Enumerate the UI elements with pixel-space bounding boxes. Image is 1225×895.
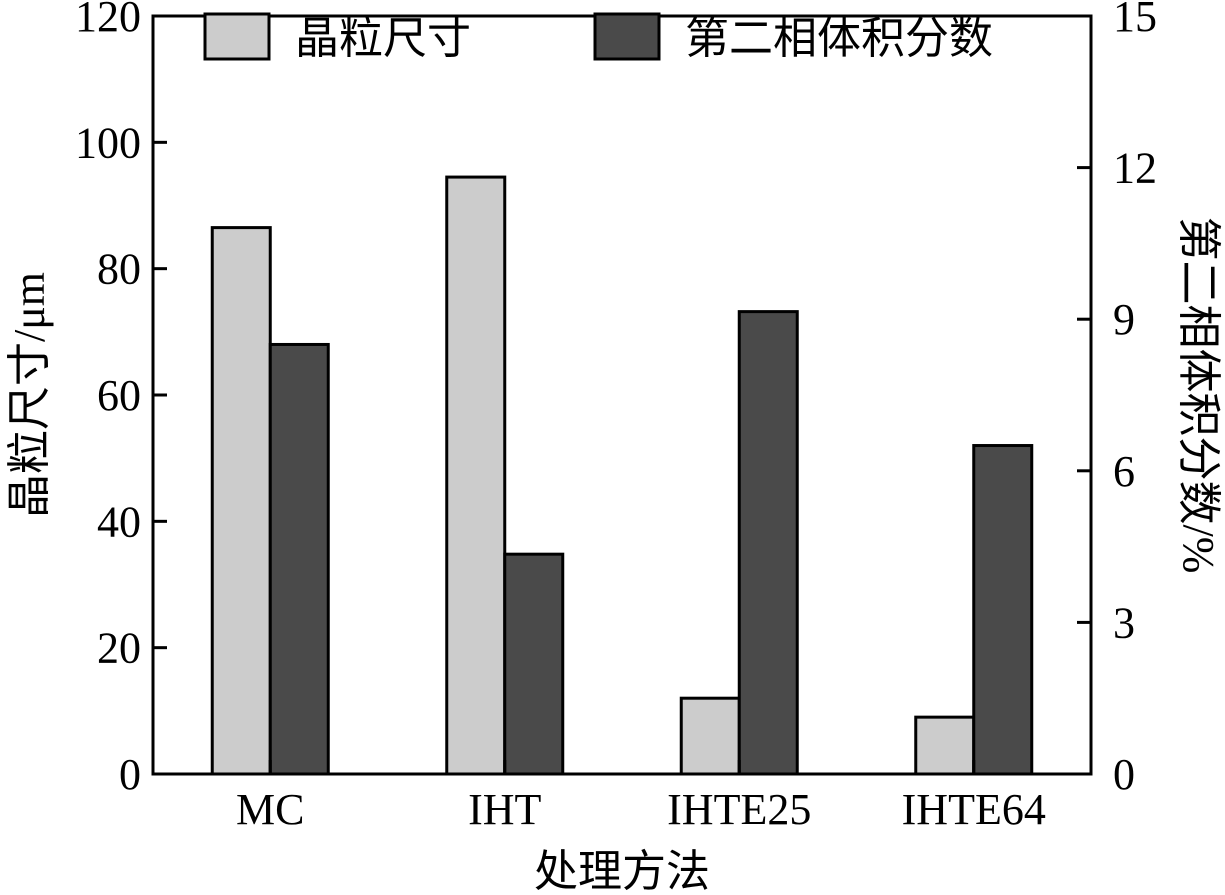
y2-tick-label: 9 — [1113, 295, 1135, 344]
x-tick-label: IHTE25 — [667, 785, 811, 834]
legend-label-series-1: 晶粒尺寸 — [295, 14, 471, 63]
legend: 晶粒尺寸 第二相体积分数 — [203, 12, 993, 63]
legend-swatch-series-1 — [203, 12, 271, 61]
y2-tick-label: 12 — [1113, 144, 1157, 193]
left-axis: 0 20 40 60 80 100 120 — [75, 0, 167, 799]
y2-tick-label: 15 — [1113, 0, 1157, 41]
bar-grain-size — [914, 715, 976, 776]
bar-second-phase-fraction — [503, 552, 565, 776]
bar-grain-size — [679, 696, 741, 776]
bar-second-phase-fraction — [268, 342, 330, 776]
bar-grain-size — [210, 226, 272, 776]
y-tick-label: 120 — [75, 0, 141, 41]
y-tick-label: 60 — [97, 371, 141, 420]
y-tick-label: 0 — [119, 750, 141, 799]
bars — [210, 175, 1034, 776]
y-tick-label: 20 — [97, 624, 141, 673]
x-tick-label: IHT — [468, 785, 541, 834]
bar-grain-size — [445, 175, 507, 776]
legend-swatch-series-2 — [593, 12, 661, 61]
y-tick-label: 100 — [75, 118, 141, 167]
y2-tick-label: 0 — [1113, 750, 1135, 799]
right-axis: 0 3 6 9 12 15 — [1077, 0, 1157, 799]
x-axis: MC IHT IHTE25 IHTE64 — [236, 760, 1046, 834]
y-axis-title: 晶粒尺寸/μm — [5, 272, 54, 518]
y2-tick-label: 6 — [1113, 447, 1135, 496]
x-tick-label: MC — [236, 785, 304, 834]
y-tick-label: 40 — [97, 497, 141, 546]
y2-axis-title: 第二相体积分数/% — [1174, 217, 1223, 574]
bar-second-phase-fraction — [972, 444, 1034, 776]
x-axis-title: 处理方法 — [534, 847, 710, 895]
x-tick-label: IHTE64 — [902, 785, 1046, 834]
bar-second-phase-fraction — [737, 310, 799, 776]
y-tick-label: 80 — [97, 245, 141, 294]
legend-label-series-2: 第二相体积分数 — [685, 14, 993, 63]
y2-tick-label: 3 — [1113, 598, 1135, 647]
